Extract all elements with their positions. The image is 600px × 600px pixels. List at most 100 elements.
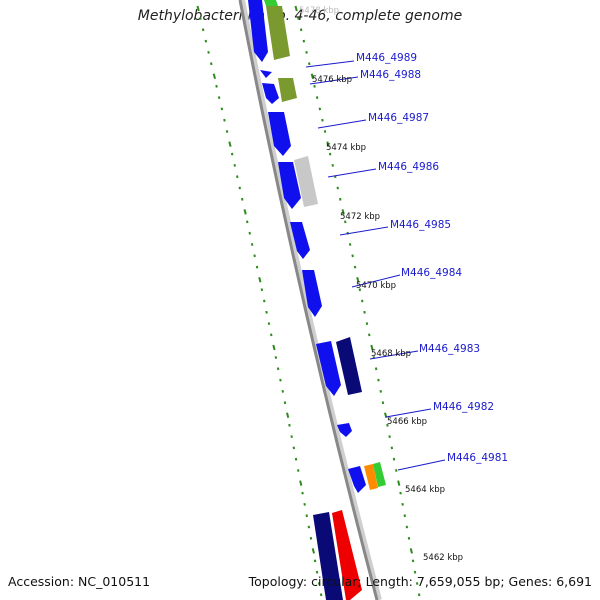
gene-feature[interactable] xyxy=(248,0,268,62)
tick-mark-inner xyxy=(286,412,290,419)
tick-mark-outer xyxy=(353,265,357,269)
tick-mark-inner xyxy=(207,50,210,54)
tick-track-inner xyxy=(196,5,323,597)
accession-label: Accession: NC_010511 xyxy=(8,574,151,589)
tick-mark-inner xyxy=(263,299,266,303)
tick-mark-outer xyxy=(328,152,332,156)
gene-feature[interactable] xyxy=(337,423,352,437)
tick-mark-outer xyxy=(336,186,339,190)
tick-mark-outer xyxy=(318,107,322,111)
tick-mark-inner xyxy=(246,220,249,224)
gene-label-m446-4985[interactable]: M446_4985 xyxy=(390,219,451,231)
tick-mark-inner xyxy=(228,141,232,147)
tick-mark-outer xyxy=(407,536,411,540)
tick-mark-inner xyxy=(250,243,254,246)
tick-mark-outer xyxy=(411,559,415,563)
tick-mark-outer xyxy=(323,130,327,133)
tick-mark-inner xyxy=(220,107,224,111)
tick-mark-inner xyxy=(196,5,200,12)
tick-mark-inner xyxy=(274,356,278,359)
tick-mark-outer xyxy=(417,593,421,597)
tick-label-5468: 5468 kbp xyxy=(371,349,411,359)
tick-mark-inner xyxy=(276,367,280,371)
tick-label-5474: 5474 kbp xyxy=(326,143,366,153)
gene-feature[interactable] xyxy=(348,466,366,493)
gene-label-m446-4983[interactable]: M446_4983 xyxy=(419,343,480,355)
tick-mark-inner xyxy=(258,276,262,283)
tick-mark-outer xyxy=(361,299,364,303)
tick-mark-outer xyxy=(370,344,374,351)
tick-mark-outer xyxy=(294,5,298,12)
tick-track-outer xyxy=(294,5,421,597)
tick-mark-inner xyxy=(199,17,202,20)
tick-mark-inner xyxy=(301,491,304,495)
tick-mark-outer xyxy=(305,50,308,54)
tick-mark-inner xyxy=(311,548,315,554)
tick-mark-inner xyxy=(281,389,284,393)
gene-label-m446-4984[interactable]: M446_4984 xyxy=(401,267,462,279)
tick-mark-outer xyxy=(299,28,303,32)
gene-label-m446-4982[interactable]: M446_4982 xyxy=(433,401,494,413)
gene-feature[interactable] xyxy=(332,510,362,600)
gene-feature[interactable] xyxy=(278,162,301,209)
tick-label-5462: 5462 kbp xyxy=(423,553,463,563)
gene-feature[interactable] xyxy=(373,462,386,487)
tick-mark-inner xyxy=(279,378,282,382)
tick-mark-inner xyxy=(215,84,218,88)
gene-feature[interactable] xyxy=(302,270,322,317)
gene-feature[interactable] xyxy=(268,112,291,156)
tick-mark-inner xyxy=(204,39,208,43)
tick-mark-inner xyxy=(248,231,251,235)
tick-mark-outer xyxy=(351,254,354,258)
gene-feature[interactable] xyxy=(336,337,362,395)
tick-mark-outer xyxy=(409,548,413,554)
tick-mark-inner xyxy=(267,322,271,326)
tick-mark-outer xyxy=(331,163,334,167)
gene-label-m446-4988[interactable]: M446_4988 xyxy=(360,69,421,81)
tick-label-5476: 5476 kbp xyxy=(312,75,352,85)
tick-mark-inner xyxy=(238,186,241,190)
gene-feature[interactable] xyxy=(316,341,341,396)
gene-label-m446-4986[interactable]: M446_4986 xyxy=(378,161,439,173)
gene-feature[interactable] xyxy=(290,222,310,259)
tick-label-5470: 5470 kbp xyxy=(356,281,396,291)
tick-mark-inner xyxy=(243,209,247,215)
tick-mark-outer xyxy=(401,502,404,506)
gene-feature[interactable] xyxy=(294,156,318,207)
tick-label-faint: 5478 kbp xyxy=(299,6,339,16)
tick-mark-inner xyxy=(319,593,323,597)
gene-label-m446-4987[interactable]: M446_4987 xyxy=(368,112,429,124)
tick-mark-outer xyxy=(377,378,380,382)
tick-mark-inner xyxy=(223,118,226,122)
tick-mark-outer xyxy=(397,480,401,486)
tick-mark-outer xyxy=(302,39,306,43)
gene-feature[interactable] xyxy=(313,512,343,600)
tick-mark-outer xyxy=(313,84,316,88)
tick-label-5464: 5464 kbp xyxy=(405,485,445,495)
tick-mark-outer xyxy=(365,322,369,326)
gene-feature[interactable] xyxy=(364,464,378,490)
gene-feature[interactable] xyxy=(260,70,272,78)
gene-feature[interactable] xyxy=(278,78,297,102)
tick-mark-inner xyxy=(225,130,229,133)
tick-mark-outer xyxy=(368,333,371,337)
tick-mark-outer xyxy=(392,457,396,461)
tick-mark-inner xyxy=(233,163,236,167)
tick-mark-inner xyxy=(217,96,221,100)
gene-label-m446-4981[interactable]: M446_4981 xyxy=(447,452,508,464)
gene-feature[interactable] xyxy=(266,6,290,60)
tick-mark-inner xyxy=(210,62,213,66)
tick-mark-inner xyxy=(241,197,244,201)
tick-mark-inner xyxy=(272,344,276,351)
tick-mark-outer xyxy=(405,525,409,529)
gene-feature[interactable] xyxy=(264,0,278,6)
tick-mark-outer xyxy=(356,276,360,283)
tick-mark-outer xyxy=(326,141,330,147)
gene-label-m446-4989[interactable]: M446_4989 xyxy=(356,52,417,64)
gene-feature[interactable] xyxy=(262,83,279,104)
tick-mark-inner xyxy=(317,582,321,585)
gene-label-leaders xyxy=(305,60,446,471)
tick-mark-outer xyxy=(310,73,314,80)
tick-mark-outer xyxy=(297,17,300,20)
tick-mark-inner xyxy=(305,514,308,518)
